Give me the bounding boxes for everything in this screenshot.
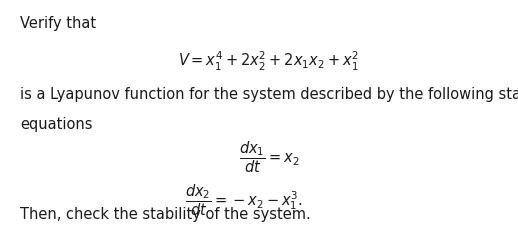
Text: $V = x_1^4 + 2x_2^2 + 2x_1x_2 + x_1^2$: $V = x_1^4 + 2x_2^2 + 2x_1x_2 + x_1^2$	[178, 49, 359, 73]
Text: Verify that: Verify that	[20, 16, 96, 31]
Text: equations: equations	[20, 116, 93, 131]
Text: Then, check the stability of the system.: Then, check the stability of the system.	[20, 207, 311, 222]
Text: $\dfrac{dx_2}{dt} = -x_2 - x_1^3.$: $\dfrac{dx_2}{dt} = -x_2 - x_1^3.$	[185, 182, 303, 218]
Text: is a Lyapunov function for the system described by the following state: is a Lyapunov function for the system de…	[20, 87, 518, 103]
Text: $\dfrac{dx_1}{dt} = x_2$: $\dfrac{dx_1}{dt} = x_2$	[239, 140, 299, 175]
